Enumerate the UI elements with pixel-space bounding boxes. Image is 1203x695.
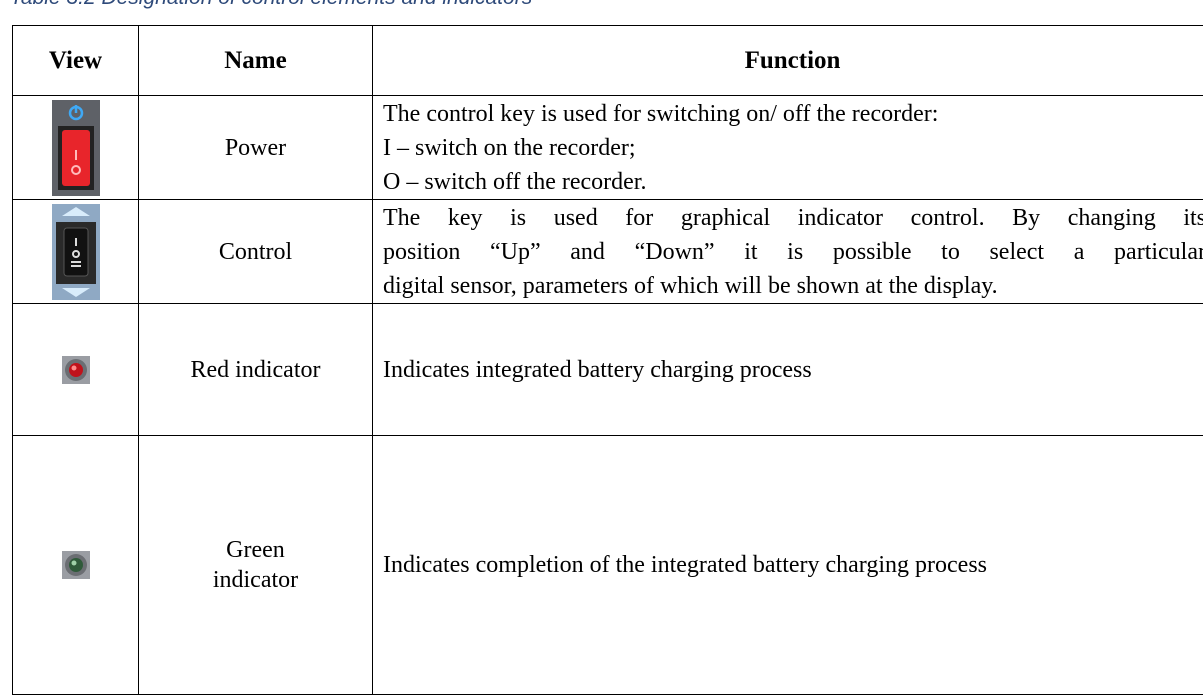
name-cell: Power: [138, 95, 373, 200]
function-line: position “Up” and “Down” it is possible …: [383, 238, 1203, 265]
header-cell: View: [12, 25, 139, 96]
header-row: View Name Function: [12, 25, 1203, 96]
name-cell: Control: [138, 199, 373, 304]
name-line: indicator: [212, 567, 299, 593]
view-cell: [12, 303, 139, 436]
table-caption: Table 3.2 Designation of control element…: [10, 0, 532, 10]
header-cell: Name: [138, 25, 373, 96]
function-cell: Indicates completion of the integrated b…: [372, 435, 1203, 695]
table-row: Green indicator Indicates completion of …: [12, 435, 1203, 695]
function-line: The key is used for graphical indicator …: [383, 204, 1203, 231]
view-cell: [12, 199, 139, 304]
name-line: Green: [226, 537, 285, 563]
function-line: Indicates completion of the integrated b…: [383, 552, 988, 578]
table-row: Control The key is used for graphical in…: [12, 199, 1203, 304]
name-cell: Green indicator: [138, 435, 373, 695]
function-line: O – switch off the recorder.: [383, 168, 647, 195]
control-table: View Name Function Power The control key…: [12, 25, 1203, 695]
view-cell: [12, 435, 139, 695]
table-row: Red indicator Indicates integrated batte…: [12, 303, 1203, 436]
header-cell: Function: [372, 25, 1203, 96]
red-indicator-icon: [61, 355, 90, 384]
function-line: The control key is used for switching on…: [383, 100, 939, 127]
control-switch-icon: [51, 203, 100, 300]
function-line: digital sensor, parameters of which will…: [383, 272, 998, 299]
function-cell: Indicates integrated battery charging pr…: [372, 303, 1203, 436]
view-cell: [12, 95, 139, 200]
function-cell: The control key is used for switching on…: [372, 95, 1203, 200]
green-indicator-icon: [61, 551, 90, 579]
function-line: Indicates integrated battery charging pr…: [383, 356, 812, 383]
function-cell: The key is used for graphical indicator …: [372, 199, 1203, 304]
function-line: I – switch on the recorder;: [383, 134, 636, 161]
power-switch-icon: [51, 99, 100, 196]
table-row: Power The control key is used for switch…: [12, 95, 1203, 200]
name-cell: Red indicator: [138, 303, 373, 436]
